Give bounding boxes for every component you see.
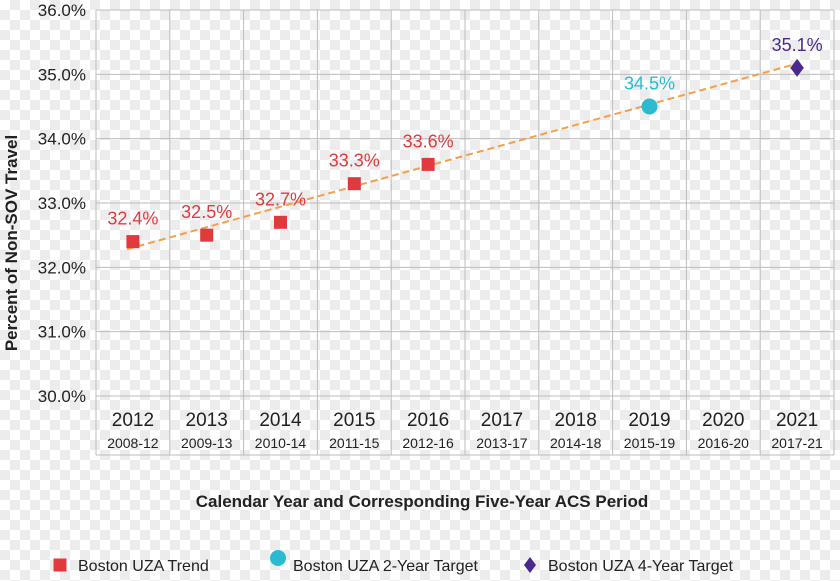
data-labels: 32.4% 32.5% 32.7% 33.3% 33.6% 34.5% 35.1%	[107, 35, 822, 229]
legend-marker-1	[270, 550, 286, 566]
x-tick-year: 2015	[333, 410, 375, 431]
y-axis-ticks: 30.0% 31.0% 32.0% 33.0% 34.0% 35.0% 36.0%	[38, 1, 86, 406]
legend-label-0: Boston UZA Trend	[78, 558, 209, 575]
legend-marker-2	[524, 557, 536, 573]
x-tick-year: 2020	[702, 410, 744, 431]
point-2015	[347, 177, 361, 191]
legend: Boston UZA Trend Boston UZA 2-Year Target…	[53, 550, 734, 575]
legend-label-2: Boston UZA 4-Year Target	[548, 558, 734, 575]
point-2019	[641, 98, 658, 115]
y-tick-label: 31.0%	[38, 323, 86, 342]
x-axis-label: Calendar Year and Corresponding Five-Yea…	[196, 492, 649, 511]
point-2012	[126, 235, 140, 249]
legend-label-1: Boston UZA 2-Year Target	[293, 558, 479, 575]
x-tick-period: 2012-16	[402, 435, 454, 451]
x-tick-period: 2017-21	[771, 435, 823, 451]
x-tick-period: 2010-14	[255, 435, 307, 451]
x-tick-period: 2015-19	[624, 435, 676, 451]
x-tick-period: 2014-18	[550, 435, 602, 451]
x-tick-year: 2014	[259, 410, 302, 431]
x-tick-period: 2009-13	[181, 435, 233, 451]
data-label-2015: 33.3%	[329, 151, 380, 171]
data-marks	[126, 58, 804, 249]
trendline	[126, 63, 794, 251]
data-label-2013: 32.5%	[181, 202, 232, 222]
data-label-2021: 35.1%	[772, 35, 823, 55]
y-tick-label: 35.0%	[38, 65, 86, 84]
y-tick-label: 30.0%	[38, 387, 86, 406]
x-tick-period: 2011-15	[329, 435, 380, 451]
point-2016	[421, 157, 435, 171]
x-tick-period: 2013-17	[476, 435, 528, 451]
y-tick-label: 34.0%	[38, 130, 86, 149]
data-label-2019: 34.5%	[624, 74, 675, 94]
x-tick-year: 2012	[112, 410, 154, 431]
x-tick-year: 2019	[628, 410, 670, 431]
point-2014	[274, 215, 287, 229]
x-tick-year: 2013	[186, 410, 228, 431]
x-tick-year: 2018	[555, 410, 597, 431]
x-tick-year: 2017	[481, 410, 523, 431]
grid	[95, 9, 835, 456]
y-tick-label: 36.0%	[38, 1, 86, 20]
y-tick-label: 32.0%	[38, 258, 86, 277]
y-axis-label: Percent of Non-SOV Travel	[2, 135, 21, 351]
x-tick-year: 2016	[407, 410, 449, 431]
y-tick-label: 33.0%	[38, 194, 86, 213]
data-label-2014: 32.7%	[255, 189, 306, 209]
data-label-2012: 32.4%	[107, 209, 158, 229]
trendline-layer	[126, 63, 794, 251]
point-2013	[200, 228, 214, 242]
x-axis-ticks: 2012 2008-12 2013 2009-13 2014 2010-14 2015 201…	[107, 410, 823, 451]
point-2021	[790, 58, 804, 77]
x-tick-period: 2008-12	[107, 435, 159, 451]
x-tick-period: 2016-20	[698, 435, 750, 451]
data-label-2016: 33.6%	[403, 131, 454, 151]
legend-marker-0	[53, 558, 67, 572]
x-tick-year: 2021	[776, 410, 818, 431]
